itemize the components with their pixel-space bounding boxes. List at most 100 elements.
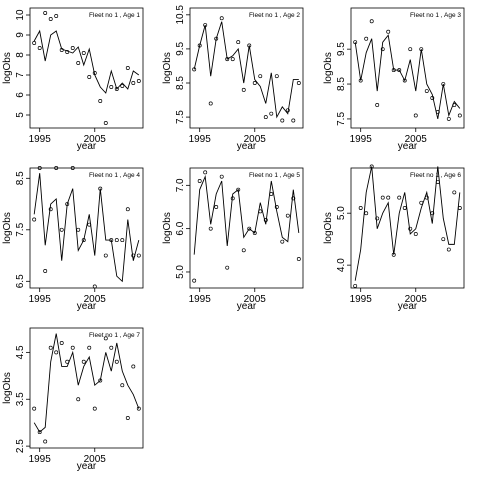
observation-point xyxy=(430,211,435,216)
series-line xyxy=(33,29,140,94)
panel-title: Fleet no 1 , Age 1 xyxy=(89,12,140,19)
observation-point xyxy=(192,278,197,283)
series-line xyxy=(354,166,461,281)
observation-point xyxy=(380,195,385,200)
observation-point xyxy=(435,110,440,114)
plot-frame xyxy=(29,167,144,289)
observation-point xyxy=(375,216,380,221)
observation-point xyxy=(103,336,108,341)
x-tick-label: 2005 xyxy=(405,134,428,145)
series-line xyxy=(354,34,461,120)
observation-point xyxy=(424,195,429,200)
observation-point xyxy=(296,257,301,261)
observation-point xyxy=(203,170,208,175)
observation-point xyxy=(103,121,108,125)
observation-point xyxy=(197,43,202,48)
observation-point xyxy=(364,211,369,216)
observation-point xyxy=(70,166,75,170)
observation-point xyxy=(81,359,86,364)
series-line xyxy=(33,333,140,433)
x-axis-label: year xyxy=(237,301,257,312)
observation-point xyxy=(291,196,296,201)
panel-title: Fleet no 1 , Age 3 xyxy=(410,12,461,19)
observation-point xyxy=(236,187,241,192)
observation-point xyxy=(369,164,374,169)
y-tick-label: 4.5 xyxy=(15,345,26,359)
observation-point xyxy=(37,430,42,435)
observation-point xyxy=(408,47,413,52)
panel-title: Fleet no 1 , Age 2 xyxy=(249,12,300,19)
observation-point xyxy=(208,101,213,106)
observation-point xyxy=(446,116,451,121)
y-tick-label: 7.5 xyxy=(175,110,186,124)
x-tick-label: 1995 xyxy=(29,134,52,145)
observation-point xyxy=(76,227,81,232)
observation-point xyxy=(386,195,391,200)
observation-point xyxy=(37,46,42,50)
observation-point xyxy=(114,359,119,364)
panel-title: Fleet no 1 , Age 6 xyxy=(410,172,461,179)
observation-point xyxy=(203,23,208,27)
observation-point xyxy=(48,17,53,21)
observation-point xyxy=(452,103,457,107)
observation-point xyxy=(65,359,70,364)
plot-frame xyxy=(350,7,465,129)
y-tick-label: 7 xyxy=(15,72,26,78)
observation-point xyxy=(230,57,235,62)
y-tick-label: 5.0 xyxy=(175,265,186,279)
observation-point xyxy=(136,406,141,411)
y-tick-label: 10.5 xyxy=(175,5,186,25)
y-tick-label: 3.5 xyxy=(15,392,26,406)
observation-point xyxy=(241,248,246,253)
observation-point xyxy=(353,40,358,45)
observation-point xyxy=(87,222,92,227)
y-tick-label: 8.5 xyxy=(336,77,347,91)
x-tick-label: 2005 xyxy=(244,134,267,145)
x-tick-label: 1995 xyxy=(189,294,212,305)
observation-point xyxy=(136,253,141,258)
observation-point xyxy=(76,61,81,65)
observation-point xyxy=(397,68,402,73)
observation-point xyxy=(98,186,103,191)
observation-point xyxy=(353,283,358,288)
observation-point xyxy=(457,206,462,210)
observation-point xyxy=(402,206,407,210)
observation-point xyxy=(219,174,224,179)
observation-point xyxy=(192,67,197,72)
observation-point xyxy=(430,96,435,100)
observation-point xyxy=(125,66,130,70)
observation-point xyxy=(98,378,103,383)
observation-point xyxy=(441,237,446,242)
observation-point xyxy=(435,180,440,184)
observation-point xyxy=(48,207,53,212)
observation-point xyxy=(109,345,114,350)
y-axis-label: logObs xyxy=(2,372,13,404)
x-axis-label: year xyxy=(398,141,418,152)
y-tick-label: 8 xyxy=(15,52,26,58)
observation-point xyxy=(59,227,64,232)
observation-point xyxy=(296,81,301,85)
observation-point xyxy=(241,87,246,92)
observation-point xyxy=(274,205,279,209)
observation-point xyxy=(120,383,125,388)
plot-frame xyxy=(29,327,144,449)
observation-point xyxy=(441,82,446,86)
y-axis-label: logObs xyxy=(2,52,13,84)
observation-point xyxy=(280,118,285,123)
observation-point xyxy=(114,87,119,91)
observation-point xyxy=(419,200,424,205)
observation-point xyxy=(87,345,92,350)
x-axis-label: year xyxy=(237,141,257,152)
x-tick-label: 1995 xyxy=(189,134,212,145)
observation-point xyxy=(236,40,241,45)
observation-point xyxy=(247,43,252,48)
series-line xyxy=(193,174,300,255)
y-tick-label: 9.5 xyxy=(336,42,347,56)
observation-point xyxy=(54,14,59,18)
observation-point xyxy=(92,284,97,289)
x-axis-label: year xyxy=(77,141,97,152)
observation-point xyxy=(32,406,37,411)
observation-point xyxy=(225,57,230,62)
y-tick-label: 9.5 xyxy=(175,42,186,56)
